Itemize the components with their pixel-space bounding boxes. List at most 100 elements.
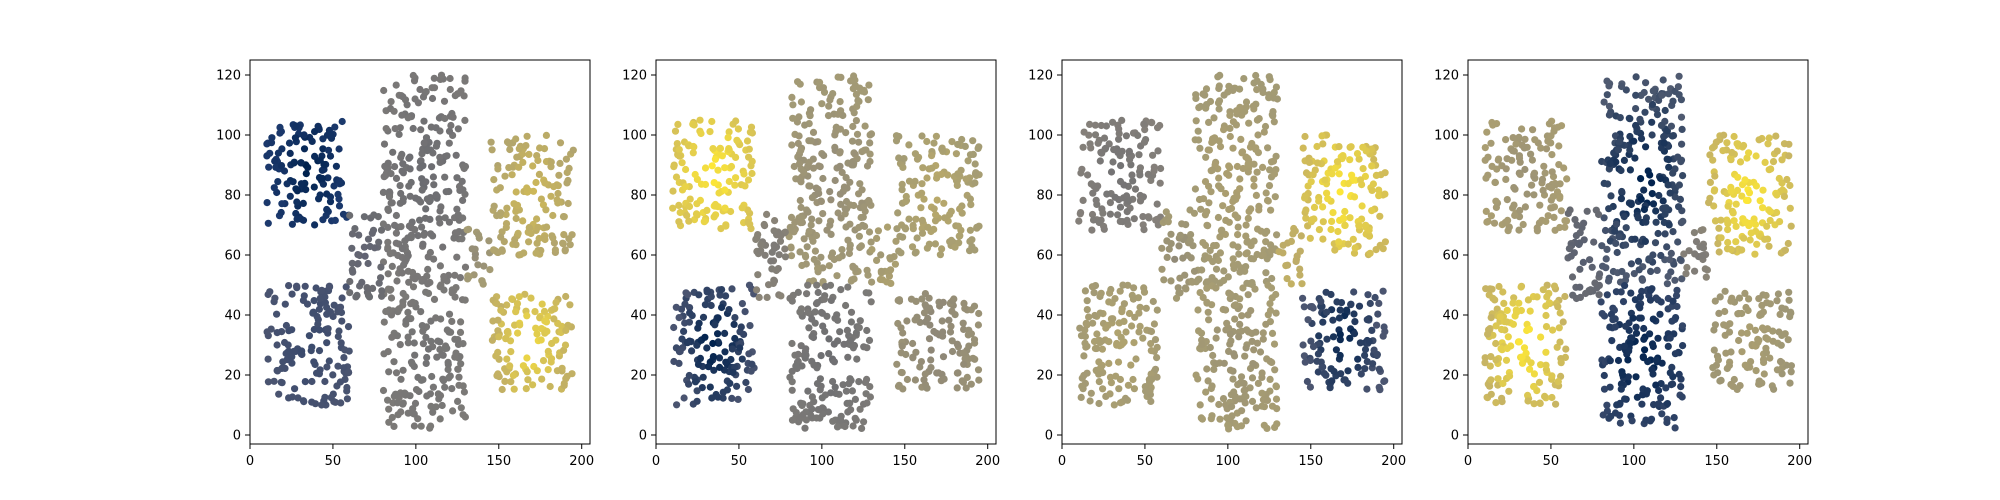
scatter-point bbox=[1729, 209, 1737, 217]
scatter-point bbox=[461, 263, 470, 271]
scatter-point bbox=[863, 399, 871, 407]
scatter-point bbox=[1107, 379, 1115, 387]
scatter-point bbox=[1659, 76, 1667, 84]
scatter-point bbox=[427, 422, 435, 430]
scatter-point bbox=[337, 339, 345, 347]
scatter-point bbox=[1347, 300, 1355, 308]
scatter-point bbox=[852, 90, 861, 98]
scatter-point bbox=[738, 355, 746, 363]
scatter-point bbox=[384, 243, 392, 252]
scatter-point bbox=[1528, 181, 1536, 189]
scatter-point bbox=[422, 205, 430, 213]
scatter-point bbox=[1187, 231, 1195, 239]
scatter-point bbox=[502, 335, 510, 343]
scatter-point bbox=[733, 136, 741, 144]
scatter-point bbox=[919, 164, 927, 172]
y-tick-label: 0 bbox=[1045, 429, 1053, 444]
scatter-point bbox=[1373, 350, 1381, 359]
scatter-point bbox=[1141, 126, 1149, 134]
scatter-point bbox=[1508, 156, 1516, 164]
scatter-point bbox=[1519, 220, 1527, 229]
y-tick-label: 20 bbox=[630, 369, 647, 384]
scatter-point bbox=[857, 242, 866, 250]
scatter-point bbox=[515, 293, 523, 301]
y-tick-label: 120 bbox=[216, 69, 241, 84]
scatter-point bbox=[1637, 135, 1646, 143]
scatter-point bbox=[314, 122, 322, 130]
scatter-point bbox=[1203, 365, 1211, 373]
scatter-point bbox=[1490, 219, 1499, 227]
scatter-point bbox=[1733, 385, 1741, 393]
scatter-point bbox=[765, 281, 773, 289]
scatter-point bbox=[885, 272, 894, 280]
scatter-point bbox=[1571, 216, 1579, 224]
scatter-point bbox=[1241, 352, 1249, 360]
scatter-point bbox=[1341, 207, 1349, 216]
scatter-point bbox=[399, 93, 407, 101]
scatter-point bbox=[346, 211, 354, 220]
scatter-point bbox=[554, 189, 562, 198]
scatter-point bbox=[1605, 205, 1613, 213]
scatter-point bbox=[1665, 163, 1673, 171]
scatter-point bbox=[1698, 252, 1707, 260]
scatter-point bbox=[680, 394, 688, 402]
scatter-point bbox=[1692, 238, 1701, 246]
scatter-point bbox=[802, 253, 810, 261]
scatter-point bbox=[1563, 175, 1571, 183]
scatter-point bbox=[1091, 131, 1100, 139]
scatter-point bbox=[1250, 79, 1258, 87]
scatter-point bbox=[1776, 218, 1784, 226]
scatter-point bbox=[918, 189, 926, 197]
scatter-point bbox=[727, 162, 736, 171]
scatter-point bbox=[396, 341, 404, 349]
scatter-point bbox=[1542, 348, 1550, 356]
scatter-point bbox=[1318, 132, 1326, 140]
scatter-point bbox=[489, 317, 497, 325]
scatter-point bbox=[562, 326, 570, 334]
scatter-point bbox=[673, 401, 681, 409]
scatter-point bbox=[1518, 359, 1527, 367]
scatter-point bbox=[723, 386, 732, 394]
scatter-point bbox=[1724, 219, 1732, 228]
scatter-point bbox=[524, 376, 532, 384]
scatter-point bbox=[1537, 361, 1545, 369]
scatter-point bbox=[281, 364, 289, 372]
scatter-point bbox=[812, 231, 821, 240]
scatter-point bbox=[382, 307, 390, 316]
scatter-point bbox=[951, 243, 959, 251]
scatter-point bbox=[1081, 287, 1089, 295]
scatter-point bbox=[701, 301, 710, 309]
scatter-point bbox=[1754, 338, 1762, 346]
scatter-point bbox=[282, 321, 290, 330]
scatter-point bbox=[731, 334, 739, 343]
scatter-point bbox=[838, 168, 846, 177]
scatter-point bbox=[1596, 270, 1604, 278]
scatter-point bbox=[1622, 224, 1630, 232]
scatter-point bbox=[788, 297, 796, 305]
scatter-point bbox=[1142, 387, 1150, 395]
scatter-point bbox=[1778, 156, 1786, 164]
scatter-point bbox=[1595, 291, 1603, 299]
scatter-point bbox=[1106, 390, 1114, 398]
scatter-point bbox=[1665, 221, 1673, 229]
scatter-point bbox=[454, 211, 462, 219]
scatter-point bbox=[1738, 192, 1746, 200]
scatter-point bbox=[1265, 182, 1274, 190]
scatter-point bbox=[927, 364, 935, 372]
scatter-point bbox=[680, 327, 688, 335]
scatter-point bbox=[336, 378, 344, 386]
scatter-point bbox=[1226, 111, 1234, 119]
scatter-point bbox=[1130, 385, 1138, 393]
scatter-point bbox=[316, 294, 324, 302]
scatter-point bbox=[1340, 376, 1348, 384]
scatter-point bbox=[429, 232, 437, 240]
scatter-point bbox=[270, 184, 278, 192]
scatter-point bbox=[844, 353, 852, 361]
scatter-point bbox=[1262, 238, 1270, 246]
scatter-point bbox=[814, 288, 822, 297]
scatter-point bbox=[1205, 118, 1213, 126]
scatter-point bbox=[1182, 285, 1190, 293]
scatter-point bbox=[1711, 172, 1719, 180]
scatter-point bbox=[738, 204, 746, 212]
scatter-point bbox=[918, 216, 927, 224]
